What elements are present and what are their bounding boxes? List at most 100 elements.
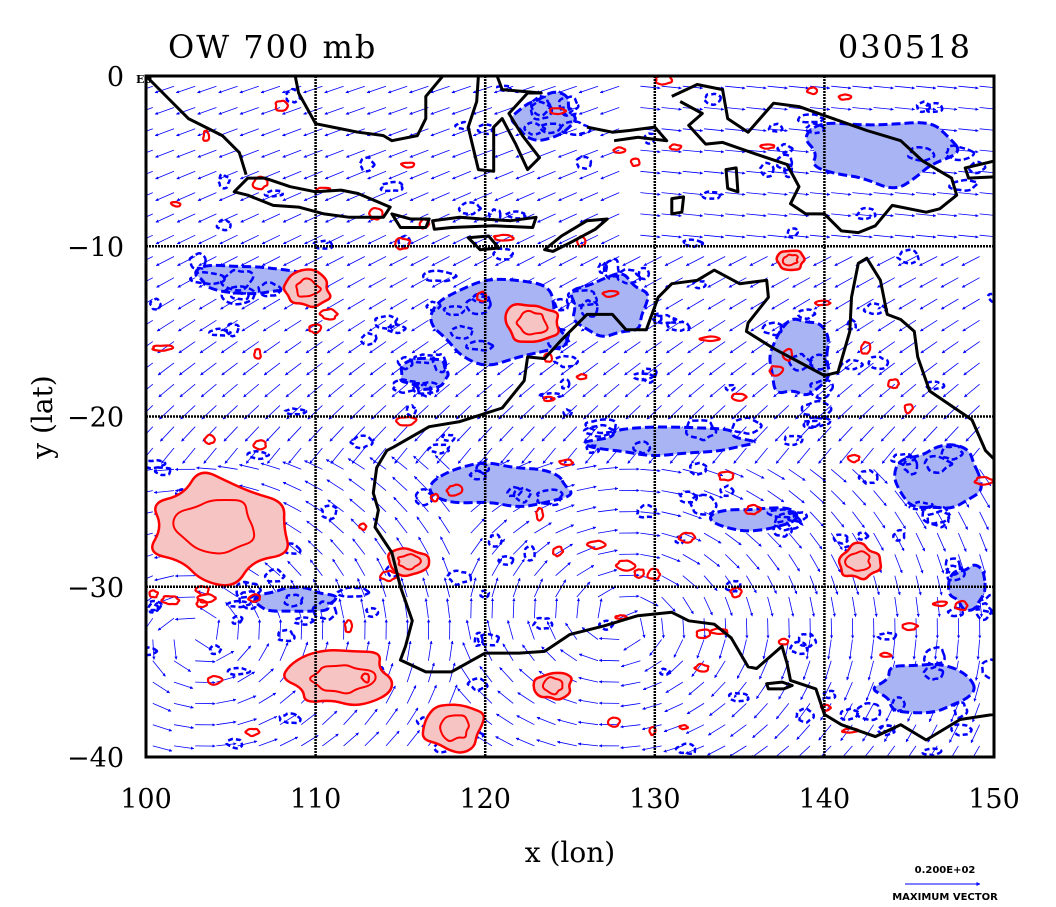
wind-vector (733, 447, 747, 464)
negative-ow-contour (466, 677, 489, 692)
wind-vector (923, 426, 938, 442)
wind-vector (788, 85, 810, 90)
wind-vector (345, 85, 365, 94)
wind-vector (673, 639, 684, 658)
wind-vector (795, 745, 811, 757)
wind-vector (920, 341, 938, 354)
wind-vector (324, 149, 344, 158)
positive-ow-contour (378, 569, 399, 583)
wind-vector (898, 298, 917, 310)
wind-vector (915, 234, 937, 239)
wind-vector (767, 234, 788, 239)
wind-vector (703, 596, 713, 616)
wind-vector (155, 192, 175, 201)
wind-vector (579, 149, 599, 158)
wind-vector (915, 85, 937, 90)
negative-ow-contour (257, 281, 283, 298)
wind-vector (962, 298, 980, 310)
negative-ow-contour (320, 504, 338, 521)
wind-vector (714, 660, 726, 679)
wind-vector (260, 128, 281, 137)
wind-vector (438, 516, 450, 534)
wind-vector (242, 341, 260, 354)
wind-vector (300, 712, 318, 726)
wind-vector (198, 298, 217, 310)
wind-vector (919, 256, 938, 266)
wind-vector (258, 692, 277, 704)
wind-vector (155, 256, 175, 266)
wind-vector (576, 526, 597, 534)
wind-vector (146, 298, 154, 304)
negative-ow-contour (365, 607, 380, 619)
wind-vector (774, 426, 790, 442)
wind-vector (173, 703, 194, 709)
wind-vector (852, 511, 865, 528)
wind-vector (389, 256, 408, 266)
wind-vector (856, 341, 874, 354)
wind-vector (258, 643, 270, 662)
wind-vector (453, 277, 471, 288)
wind-vector (326, 341, 344, 354)
negative-ow-contour (582, 423, 617, 438)
wind-vector (958, 128, 979, 133)
negative-ow-contour (358, 156, 376, 173)
positive-ow-contour (781, 253, 799, 267)
positive-ow-contour (954, 599, 969, 612)
wind-vector (972, 745, 980, 757)
positive-ow-contour (360, 672, 371, 684)
wind-vector (282, 192, 302, 201)
wind-vector (915, 596, 920, 618)
wind-vector (867, 660, 874, 681)
wind-vector (199, 341, 217, 354)
wind-vector (933, 639, 938, 660)
negative-ow-contour (449, 324, 474, 340)
negative-ow-contour (809, 379, 835, 400)
wind-vector (809, 192, 831, 196)
negative-ow-contour (950, 723, 973, 737)
wind-vector (661, 128, 682, 133)
wind-vector (707, 298, 726, 310)
wind-vector (707, 256, 726, 266)
wind-vector (237, 671, 256, 683)
wind-vector (154, 575, 175, 582)
wind-vector (345, 107, 365, 115)
negative-ow-contour (783, 163, 794, 179)
wind-vector (305, 341, 323, 354)
wind-vector (746, 192, 767, 196)
wind-vector (644, 341, 662, 354)
positive-ow-contour (551, 545, 565, 558)
wind-vector (173, 745, 195, 750)
wind-vector (958, 170, 979, 175)
y-tick-label: −20 (67, 403, 124, 434)
negative-ow-contour (441, 433, 456, 443)
negative-ow-contour (479, 589, 491, 600)
wind-vector (809, 596, 815, 617)
wind-vector (597, 466, 619, 470)
wind-vector (347, 458, 366, 470)
wind-vector (979, 85, 994, 89)
wind-vector (283, 502, 302, 513)
wind-vector (303, 107, 323, 115)
wind-vector (237, 695, 257, 704)
wind-vector (830, 575, 839, 595)
negative-ow-contour (558, 120, 592, 136)
x-tick-label: 130 (629, 784, 681, 815)
y-tick-label: 0 (107, 62, 124, 93)
wind-vector (894, 213, 916, 218)
negative-ow-contour (797, 632, 818, 648)
y-tick-label: −30 (67, 573, 124, 604)
wind-vector (767, 192, 788, 196)
wind-vector (388, 213, 408, 223)
positive-ow-contour (252, 439, 267, 451)
wind-vector (555, 579, 567, 598)
wind-vector (746, 213, 767, 218)
wind-vector (894, 192, 916, 196)
wind-vector (643, 277, 662, 288)
wind-vector (958, 107, 979, 111)
positive-ow-contour (445, 483, 464, 497)
wind-vector (326, 298, 344, 310)
wind-vector (152, 724, 173, 732)
wind-vector (703, 490, 723, 499)
wind-vector (831, 85, 852, 90)
wind-vector (385, 640, 391, 661)
